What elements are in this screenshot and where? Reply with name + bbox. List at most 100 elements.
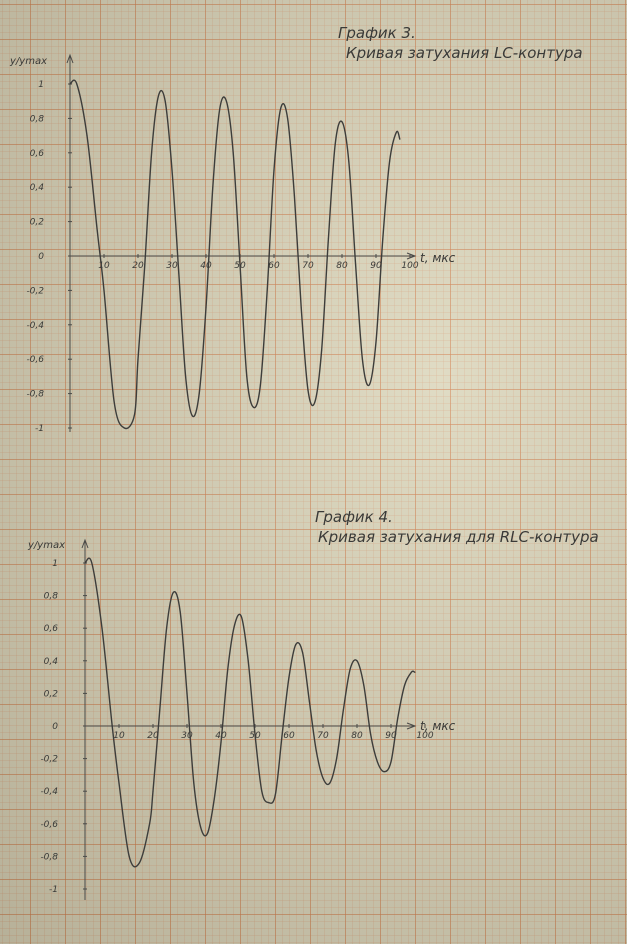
series-point	[103, 289, 105, 291]
series-point	[96, 229, 98, 231]
y-tick-label: 0,8	[30, 114, 45, 124]
series-point	[295, 643, 297, 646]
series-point	[86, 135, 88, 137]
series-point	[159, 709, 161, 711]
x-tick-label: 90	[385, 731, 397, 741]
series-point	[164, 100, 166, 102]
series-point	[302, 652, 304, 654]
series-point	[268, 802, 270, 804]
y-tick-label: -0,6	[40, 820, 58, 830]
series-point	[375, 341, 377, 343]
chart-rlc-decay: График 4. Кривая затухания для RLC-конту…	[27, 508, 599, 900]
series-point	[288, 676, 290, 678]
y-tick-label: -0,8	[26, 390, 44, 400]
series-point	[370, 733, 372, 735]
series-point	[76, 83, 78, 85]
x-tick-label: 30	[181, 731, 193, 741]
y-axis-arrow	[81, 538, 89, 549]
series-point	[361, 358, 363, 360]
series-point	[205, 307, 207, 309]
x-tick-label: 80	[336, 261, 348, 271]
series-point	[414, 671, 416, 673]
series-point	[329, 782, 331, 784]
x-tick-label: 60	[283, 731, 295, 741]
series-point	[341, 121, 343, 123]
series-point	[200, 826, 202, 828]
series-point	[138, 862, 140, 864]
series-point	[193, 782, 195, 784]
y-axis-arrow	[66, 53, 74, 64]
chart-lc-decay: График 3. Кривая затухания LC-контура y/…	[9, 24, 583, 434]
series-point	[348, 160, 350, 162]
y-tick-label: -0,2	[40, 755, 58, 765]
series-point	[171, 169, 173, 171]
y-tick-label: 0,6	[30, 149, 45, 159]
series-point	[247, 660, 249, 662]
x-tick-label: 40	[200, 261, 212, 271]
series-point	[307, 389, 309, 391]
series-point	[166, 627, 168, 629]
x-tick-label: 10	[98, 261, 110, 271]
x-tick-label: 30	[166, 261, 178, 271]
series-point	[376, 761, 378, 763]
series-point	[111, 725, 113, 727]
series-point	[152, 790, 154, 792]
series-point	[123, 427, 125, 429]
series-point	[151, 152, 153, 154]
series-point	[382, 238, 384, 240]
y-tick-label: 0,4	[30, 183, 45, 193]
series-point	[383, 771, 385, 773]
x-tick-label: 70	[317, 731, 329, 741]
y-axis-label: y/ymax	[9, 56, 47, 67]
series-point	[315, 749, 317, 752]
series-point	[172, 591, 174, 593]
series-point	[213, 798, 215, 800]
series-point	[239, 264, 241, 266]
x-tick-label: 100	[401, 261, 418, 271]
y-tick-label: -0,2	[26, 286, 44, 296]
series-point	[191, 415, 193, 417]
series-point	[134, 413, 136, 415]
series-point	[206, 832, 208, 835]
series-point	[336, 758, 338, 760]
y-tick-label: -1	[35, 424, 44, 434]
series-point	[69, 83, 71, 85]
y-tick-label: 0,4	[44, 657, 59, 667]
series-point	[266, 289, 268, 291]
series-point	[321, 350, 323, 352]
series-point	[280, 107, 282, 109]
series-point	[198, 393, 200, 395]
y-tick-label: 0	[38, 252, 44, 262]
y-tick-label: 0	[52, 722, 58, 732]
y-tick-label: 0,8	[44, 592, 59, 602]
series-point	[220, 741, 222, 743]
series-point	[84, 562, 86, 564]
series-point	[334, 143, 336, 145]
chart-subtitle: Кривая затухания LC-контура	[346, 44, 583, 62]
series-point	[356, 660, 358, 662]
series-point	[390, 761, 392, 763]
series-point	[246, 375, 248, 377]
series-point	[157, 95, 159, 97]
series-point	[261, 790, 263, 792]
series-point	[137, 358, 139, 360]
x-axis-arrow	[406, 722, 417, 730]
series-point	[410, 671, 412, 673]
series-point	[101, 627, 103, 629]
series-point	[281, 733, 283, 735]
series-point	[314, 401, 316, 403]
series-point	[342, 709, 344, 711]
series-point	[363, 684, 365, 686]
series-point	[144, 264, 146, 266]
series-point	[287, 117, 289, 119]
y-axis-label: y/ymax	[27, 540, 65, 551]
chart-title: График 4.	[315, 508, 393, 526]
series-point	[91, 562, 93, 564]
series-point	[118, 782, 120, 784]
series-point	[395, 131, 397, 133]
chart-title: График 3.	[338, 24, 416, 42]
series-point	[389, 160, 391, 162]
x-tick-label: 90	[370, 261, 382, 271]
